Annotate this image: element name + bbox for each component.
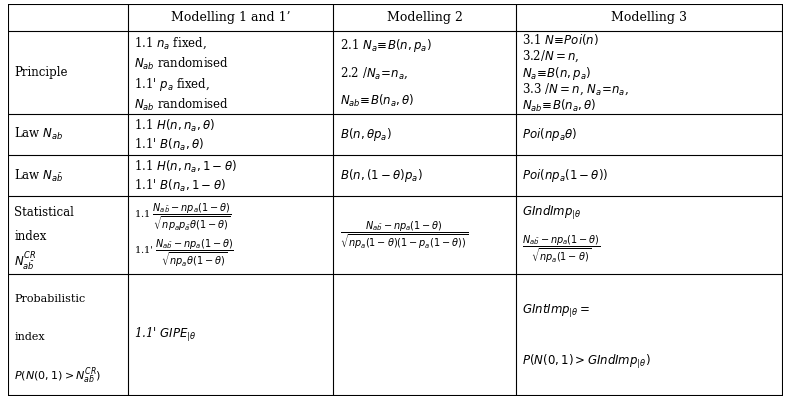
Text: 1.1 $n_a$ fixed,: 1.1 $n_a$ fixed, <box>134 35 207 51</box>
Text: 1.1 $H(n, n_a, \theta)$: 1.1 $H(n, n_a, \theta)$ <box>134 118 215 134</box>
Text: Statistical: Statistical <box>14 206 74 218</box>
Text: $B(n, \theta p_a)$: $B(n, \theta p_a)$ <box>339 126 392 143</box>
Text: 2.2 /$N_a\!=\!n_a$,: 2.2 /$N_a\!=\!n_a$, <box>339 66 408 81</box>
Text: $B(n, (1-\theta)p_a)$: $B(n, (1-\theta)p_a)$ <box>339 167 422 184</box>
Text: Principle: Principle <box>14 66 67 79</box>
Text: Modelling 1 and 1’: Modelling 1 and 1’ <box>171 11 290 24</box>
Text: Modelling 2: Modelling 2 <box>387 11 463 24</box>
Text: 3.1 $N\!\equiv\!Poi(n)$: 3.1 $N\!\equiv\!Poi(n)$ <box>522 32 599 47</box>
Text: $N_{ab}$ randomised: $N_{ab}$ randomised <box>134 97 229 114</box>
Text: Law $N_{a\bar{b}}$: Law $N_{a\bar{b}}$ <box>14 168 63 184</box>
Text: $P(N(0,1)>N_{a\bar{b}}^{CR})$: $P(N(0,1)>N_{a\bar{b}}^{CR})$ <box>14 365 101 386</box>
Text: Modelling 3: Modelling 3 <box>611 11 687 24</box>
Text: $Poi(np_a\theta)$: $Poi(np_a\theta)$ <box>522 126 577 143</box>
Text: 1.1' $B(n_a, \theta)$: 1.1' $B(n_a, \theta)$ <box>134 136 204 153</box>
Text: Law $N_{ab}$: Law $N_{ab}$ <box>14 126 63 142</box>
Text: 2.1 $N_a\!\equiv\!B(n, p_a)$: 2.1 $N_a\!\equiv\!B(n, p_a)$ <box>339 37 431 54</box>
Text: $P(N(0,1) > GIndImp_{|\theta})$: $P(N(0,1) > GIndImp_{|\theta})$ <box>522 353 650 371</box>
Text: $N_{ab}\!\equiv\!B(n_a, \theta)$: $N_{ab}\!\equiv\!B(n_a, \theta)$ <box>522 98 596 114</box>
Text: $N_{a\bar{b}}^{CR}$: $N_{a\bar{b}}^{CR}$ <box>14 250 36 272</box>
Text: 1.1' $GIPE_{|\theta}$: 1.1' $GIPE_{|\theta}$ <box>134 326 197 344</box>
Text: 1.1' $p_a$ fixed,: 1.1' $p_a$ fixed, <box>134 76 210 93</box>
Text: 1.1 $\dfrac{N_{a\bar{b}}-np_a(1-\theta)}{\sqrt{np_ap_{\bar{a}}\theta(1-\theta)}}: 1.1 $\dfrac{N_{a\bar{b}}-np_a(1-\theta)}… <box>134 202 232 233</box>
Text: index: index <box>14 332 45 342</box>
Text: $GIntImp_{|\theta} =$: $GIntImp_{|\theta} =$ <box>522 302 590 320</box>
Text: $\dfrac{N_{a\bar{b}}-np_a(1-\theta)}{\sqrt{np_a(1-\theta)(1-p_a(1-\theta))}}$: $\dfrac{N_{a\bar{b}}-np_a(1-\theta)}{\sq… <box>339 220 468 251</box>
Text: 1.1 $H(n, n_a, 1-\theta)$: 1.1 $H(n, n_a, 1-\theta)$ <box>134 159 237 175</box>
Text: $GIndImp_{|\theta}$: $GIndImp_{|\theta}$ <box>522 204 581 222</box>
Text: $N_{ab}$ randomised: $N_{ab}$ randomised <box>134 56 229 72</box>
Text: Probabilistic: Probabilistic <box>14 294 85 304</box>
Text: $Poi(np_a(1-\theta))$: $Poi(np_a(1-\theta))$ <box>522 167 608 184</box>
Text: index: index <box>14 230 47 243</box>
Text: 3.2/$N = n$,: 3.2/$N = n$, <box>522 49 580 64</box>
Text: $N_{ab}\!\equiv\!B(n_a, \theta)$: $N_{ab}\!\equiv\!B(n_a, \theta)$ <box>339 93 414 109</box>
Text: 1.1' $B(n_a, 1-\theta)$: 1.1' $B(n_a, 1-\theta)$ <box>134 178 226 194</box>
Text: 3.3 /$N = n$, $N_a\!=\!n_a$,: 3.3 /$N = n$, $N_a\!=\!n_a$, <box>522 82 629 97</box>
Text: $\dfrac{N_{a\bar{b}}-np_a(1-\theta)}{\sqrt{np_a(1-\theta)}}$: $\dfrac{N_{a\bar{b}}-np_a(1-\theta)}{\sq… <box>522 234 600 265</box>
Text: $N_a\!\equiv\!B(n, p_a)$: $N_a\!\equiv\!B(n, p_a)$ <box>522 64 591 82</box>
Text: 1.1' $\dfrac{N_{a\bar{b}}-np_a(1-\theta)}{\sqrt{np_a\theta(1-\theta)}}$: 1.1' $\dfrac{N_{a\bar{b}}-np_a(1-\theta)… <box>134 238 234 269</box>
